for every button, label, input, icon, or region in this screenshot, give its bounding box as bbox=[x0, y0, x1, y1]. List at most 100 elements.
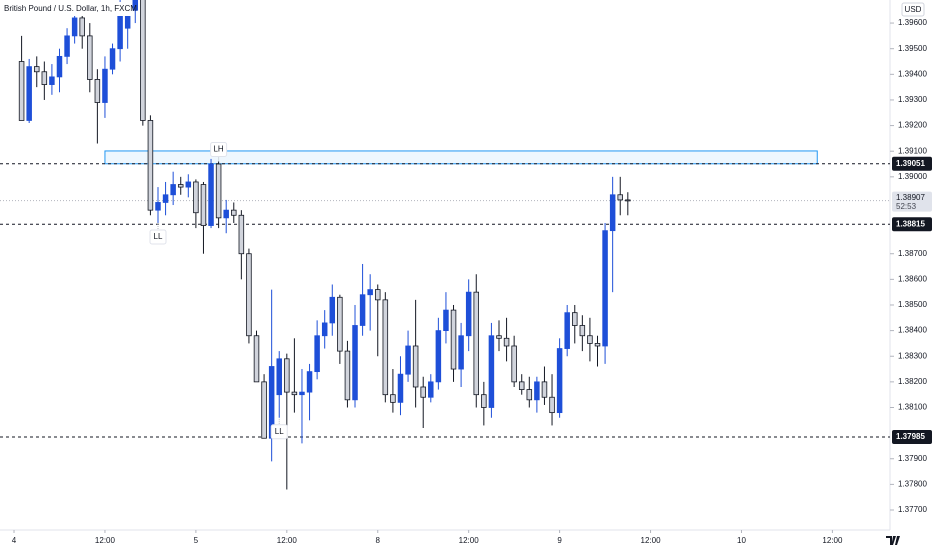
candle-body bbox=[465, 291, 472, 337]
candle-body bbox=[215, 163, 222, 219]
y-tick-label: 1.37800 bbox=[898, 479, 927, 488]
annotation: LL bbox=[275, 427, 284, 436]
candle-body bbox=[87, 35, 93, 80]
price-label-bg bbox=[892, 156, 932, 171]
x-tick-label: 12:00 bbox=[95, 536, 116, 545]
y-tick-label: 1.39000 bbox=[898, 172, 927, 181]
y-tick-label: 1.38200 bbox=[898, 377, 927, 386]
candle-body bbox=[246, 253, 252, 337]
candle-body bbox=[458, 335, 464, 370]
y-tick-label: 1.39100 bbox=[898, 146, 927, 155]
candle-body bbox=[367, 289, 373, 296]
candle-body bbox=[428, 381, 434, 398]
candle-body bbox=[193, 181, 199, 214]
y-tick-label: 1.39500 bbox=[898, 44, 927, 53]
candle-body bbox=[390, 394, 396, 403]
price-label: 1.37985 bbox=[896, 432, 925, 441]
annotation-bg bbox=[270, 424, 288, 440]
chart-title: British Pound / U.S. Dollar, 1h, FXCM bbox=[4, 4, 137, 13]
candle-body bbox=[435, 330, 442, 383]
y-tick-label: 1.38300 bbox=[898, 351, 927, 360]
candle-body bbox=[481, 394, 487, 408]
x-tick-label: 8 bbox=[376, 536, 381, 545]
candle-body bbox=[405, 345, 411, 375]
y-tick-label: 1.38500 bbox=[898, 300, 927, 309]
y-tick-label: 1.39300 bbox=[898, 95, 927, 104]
price-label: 1.38815 bbox=[896, 219, 925, 228]
candle-body bbox=[382, 299, 389, 396]
currency-box bbox=[901, 2, 925, 17]
candle-body bbox=[64, 35, 70, 57]
y-tick-label: 1.37700 bbox=[898, 505, 927, 514]
candle-body bbox=[261, 381, 267, 439]
candle-body bbox=[473, 291, 480, 396]
zone bbox=[104, 150, 818, 165]
y-tick-label: 1.38400 bbox=[898, 326, 927, 335]
y-tick-label: 1.38600 bbox=[898, 274, 927, 283]
candle-body bbox=[231, 209, 237, 216]
candle-body bbox=[594, 343, 601, 347]
price-label-bg bbox=[892, 217, 932, 232]
candle-body bbox=[306, 371, 313, 393]
candle-body bbox=[412, 345, 419, 388]
candle-body bbox=[94, 79, 101, 103]
candle-body bbox=[511, 345, 517, 383]
candle-body bbox=[579, 325, 586, 337]
x-tick-label: 5 bbox=[194, 536, 199, 545]
candle-body bbox=[496, 335, 502, 339]
price-label-bg bbox=[892, 429, 932, 444]
candle-body bbox=[518, 381, 525, 390]
candle-body bbox=[609, 194, 616, 232]
annotation: LH bbox=[213, 145, 223, 154]
currency: USD bbox=[905, 5, 922, 14]
y-tick-label: 1.38100 bbox=[898, 403, 927, 412]
candle-body bbox=[34, 66, 40, 73]
candle-body bbox=[587, 335, 593, 344]
x-tick-label: 12:00 bbox=[641, 536, 662, 545]
candle-body bbox=[147, 120, 154, 211]
candle-body bbox=[253, 335, 260, 383]
x-tick-label: 12:00 bbox=[459, 536, 480, 545]
candle-body bbox=[79, 17, 85, 37]
candle-body bbox=[132, 0, 139, 11]
candle-body bbox=[170, 184, 176, 196]
x-tick-label: 12:00 bbox=[277, 536, 298, 545]
last-price-bg bbox=[892, 191, 932, 212]
candle-body bbox=[541, 381, 548, 398]
candle-body bbox=[625, 199, 631, 202]
last-price-label: 1.38907 bbox=[896, 193, 925, 202]
candle-body bbox=[155, 202, 161, 211]
candle-body bbox=[177, 184, 184, 188]
candle-body bbox=[450, 309, 457, 370]
candle-body bbox=[329, 296, 336, 324]
annotation-bg bbox=[210, 141, 228, 157]
candle-body bbox=[374, 289, 381, 301]
candle-body bbox=[337, 296, 343, 352]
candle-body bbox=[223, 209, 229, 219]
annotation: LL bbox=[154, 232, 163, 241]
candle-body bbox=[359, 294, 366, 326]
candle-body bbox=[534, 381, 540, 401]
candle-body bbox=[556, 348, 563, 414]
candle-body bbox=[291, 391, 298, 396]
candle-body bbox=[488, 335, 495, 408]
x-tick-label: 12:00 bbox=[822, 536, 843, 545]
candle-body bbox=[352, 325, 358, 401]
candle-body bbox=[185, 181, 192, 188]
countdown: 52:53 bbox=[896, 202, 917, 211]
candle-body bbox=[572, 312, 578, 326]
candle-body bbox=[109, 48, 116, 70]
candle-body bbox=[344, 350, 351, 401]
x-tick-label: 10 bbox=[737, 536, 746, 545]
candle-body bbox=[602, 230, 608, 347]
candle-body bbox=[617, 194, 623, 201]
plot: LL LH LL bbox=[0, 0, 890, 490]
candle-body bbox=[299, 391, 305, 396]
candle-body bbox=[162, 194, 169, 203]
candle-body bbox=[41, 71, 48, 85]
candle-body bbox=[238, 214, 245, 255]
candle-body bbox=[18, 61, 25, 121]
candle-body bbox=[420, 386, 426, 398]
candle-body bbox=[208, 163, 214, 226]
